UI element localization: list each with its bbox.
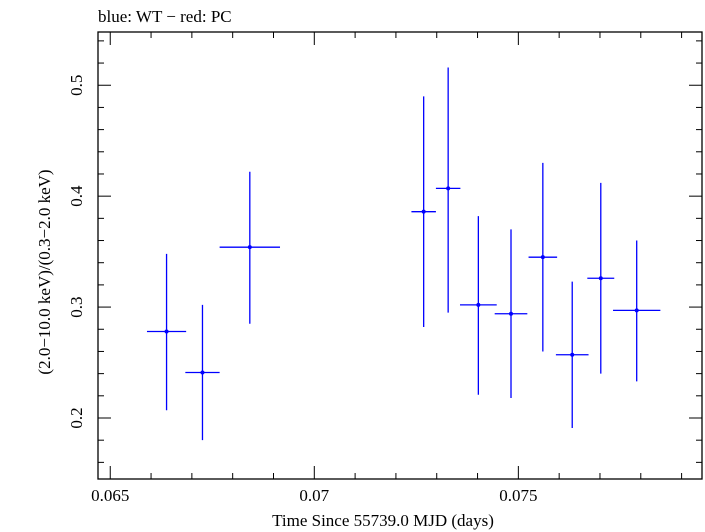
data-point	[555, 281, 589, 428]
x-tick-label: 0.075	[499, 486, 537, 505]
data-marker	[509, 311, 514, 316]
y-tick-label: 0.5	[67, 75, 86, 96]
data-marker	[247, 245, 252, 250]
x-axis-tick-labels: 0.065 0.07 0.075	[91, 486, 537, 505]
data-point	[219, 171, 281, 324]
data-point	[435, 67, 461, 313]
y-axis-ticks	[98, 40, 702, 463]
data-marker	[570, 352, 575, 357]
data-marker	[540, 255, 545, 260]
data-point	[613, 240, 661, 382]
plot-frame	[97, 31, 703, 480]
y-tick-label: 0.3	[67, 296, 86, 317]
chart-title: blue: WT − red: PC	[98, 7, 232, 26]
data-marker	[634, 308, 639, 313]
x-axis-title: Time Since 55739.0 MJD (days)	[272, 511, 494, 530]
data-series-wt	[146, 67, 661, 441]
y-tick-label: 0.2	[67, 407, 86, 428]
data-point	[528, 162, 558, 352]
data-point	[411, 96, 436, 328]
data-point	[587, 182, 615, 374]
data-point	[185, 304, 220, 441]
x-tick-label: 0.065	[91, 486, 129, 505]
data-marker	[476, 302, 481, 307]
y-axis-tick-labels: 0.2 0.3 0.4 0.5	[67, 75, 86, 429]
data-point	[494, 229, 528, 399]
data-point	[146, 253, 187, 411]
data-marker	[164, 329, 169, 334]
x-tick-label: 0.07	[299, 486, 329, 505]
data-marker	[421, 209, 426, 214]
y-axis-title: (2.0−10.0 keV)/(0.3−2.0 keV)	[35, 169, 54, 374]
data-marker	[446, 186, 451, 191]
data-point	[459, 216, 497, 395]
x-axis-ticks	[109, 32, 683, 479]
data-marker	[598, 276, 603, 281]
data-marker	[200, 370, 205, 375]
y-tick-label: 0.4	[67, 185, 86, 207]
